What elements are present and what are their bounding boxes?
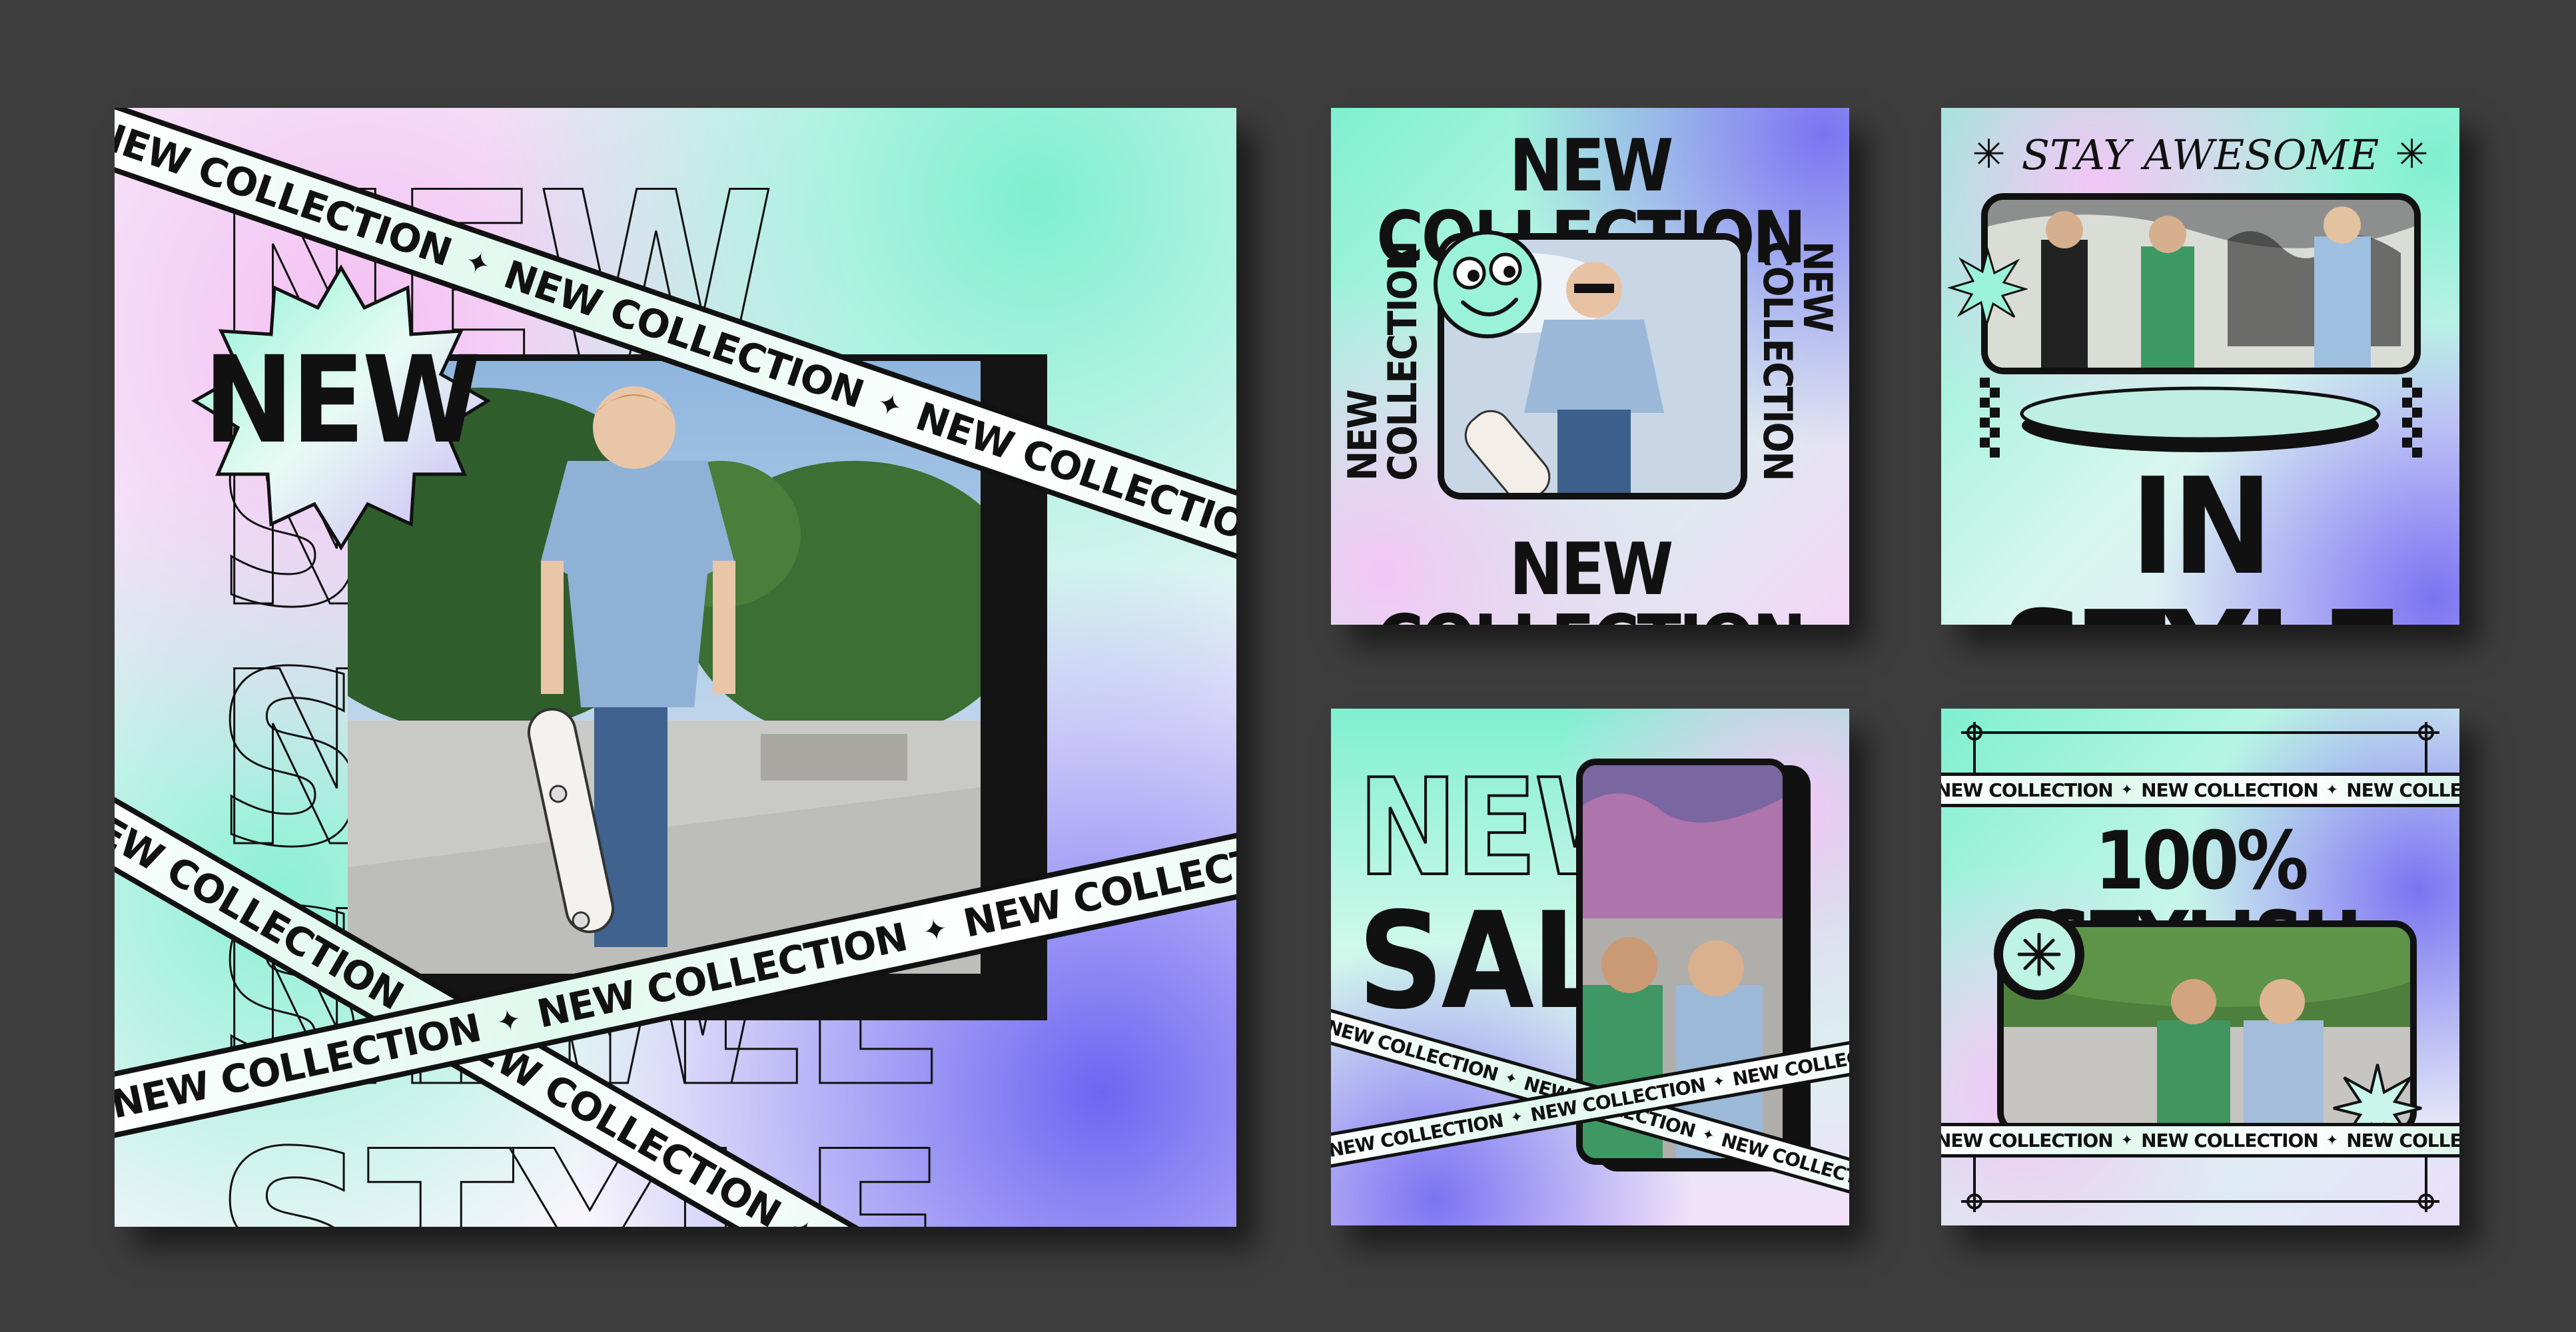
sparkle-icon xyxy=(1948,248,2028,328)
checker-strip-icon xyxy=(2402,378,2422,458)
graffiti-illustration xyxy=(1988,200,2414,368)
new-starburst-badge: NEW xyxy=(188,261,494,554)
asterisk-icon: ✳ xyxy=(1972,132,2006,176)
frame-lines xyxy=(1961,722,2439,1212)
in-style-headline: IN STYLE xyxy=(2000,450,2403,625)
post-card-new-collection: NEW COLLECTION NEW COLLECTION NEW COLLEC… xyxy=(1331,108,1849,625)
side-label-right: NEW COLLECTION xyxy=(1754,241,1841,480)
asterisk-circle-icon xyxy=(1994,909,2084,1000)
stay-awesome-tagline: STAY AWESOME xyxy=(2021,130,2379,179)
post-card-new-sale: NEW SALE NEW COLLECTION✦ NEW COLLECTION✦… xyxy=(1331,709,1849,1225)
checker-strip-icon xyxy=(1980,378,2000,458)
stylish-tape-bottom: NEW COLLECTION ✦ NEW COLLECTION ✦ NEW COLL… xyxy=(1941,1123,2459,1158)
skatepark-friends-photo xyxy=(1997,920,2417,1135)
post-card-in-style: ✳ STAY AWESOME ✳ xyxy=(1941,108,2459,625)
new-badge-text: NEW xyxy=(203,331,482,470)
post-card-new-style: NEW STYLE NEW STYLE NEW STYLE NEW STYLE xyxy=(115,108,1236,1227)
graffiti-group-photo xyxy=(1981,193,2421,374)
stylish-tape-top: NEW COLLECTION ✦ NEW COLLECTION ✦ NEW COLL… xyxy=(1941,773,2459,807)
smiley-icon xyxy=(1431,228,1544,341)
starburst-icon xyxy=(191,264,491,551)
bottom-heading: NEW COLLECTION xyxy=(1376,528,1807,625)
post-card-100-stylish: NEW COLLECTION ✦ NEW COLLECTION ✦ NEW COLL… xyxy=(1941,709,2459,1225)
pedestal-disc-icon xyxy=(2020,386,2381,452)
side-label-left: NEW COLLECTION xyxy=(1340,242,1426,481)
tagline-row: ✳ STAY AWESOME ✳ xyxy=(1941,128,2459,181)
skatepark-illustration xyxy=(2004,927,2410,1128)
asterisk-icon: ✳ xyxy=(2395,132,2429,176)
